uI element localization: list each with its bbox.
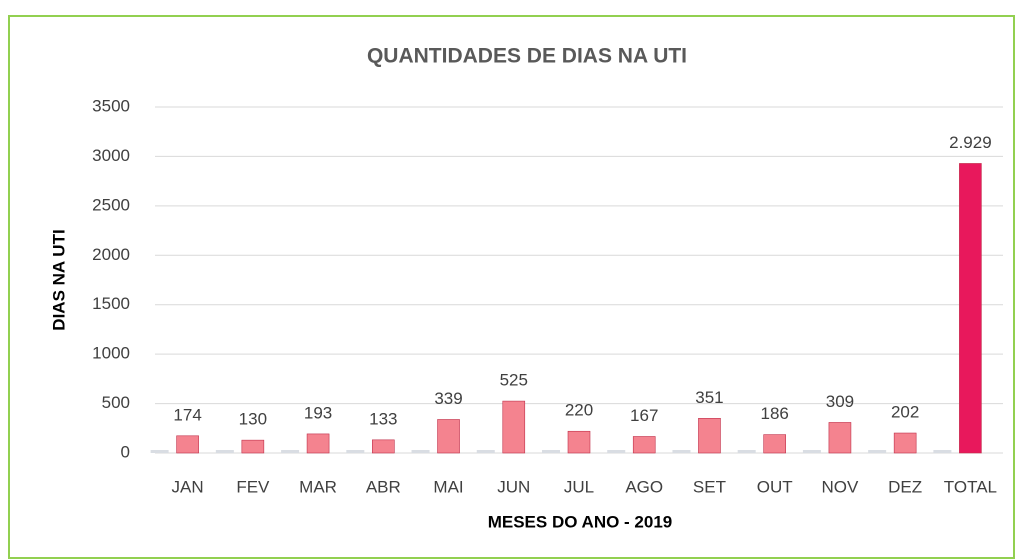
x-tick-label: SET xyxy=(693,477,726,496)
x-tick-label: TOTAL xyxy=(944,477,997,496)
data-label: 351 xyxy=(695,388,723,407)
bar-base xyxy=(672,450,691,453)
bar xyxy=(763,434,786,454)
bar-base xyxy=(476,450,495,453)
bar-base xyxy=(607,450,626,453)
bar xyxy=(306,433,330,454)
x-tick-label: NOV xyxy=(822,477,860,496)
y-tick-label: 1000 xyxy=(92,344,130,363)
data-label: 339 xyxy=(434,389,462,408)
x-tick-label: ABR xyxy=(366,477,401,496)
data-label: 309 xyxy=(826,392,854,411)
data-label: 193 xyxy=(304,403,332,422)
bar xyxy=(502,400,526,454)
bar xyxy=(437,419,460,454)
bar-base xyxy=(737,450,756,453)
bar xyxy=(372,439,395,454)
y-tick-label: 2000 xyxy=(92,245,130,264)
bar-base xyxy=(411,450,430,453)
data-label: 2.929 xyxy=(949,133,992,152)
x-tick-label: AGO xyxy=(625,477,663,496)
x-tick-label: OUT xyxy=(757,477,793,496)
bar xyxy=(241,439,265,454)
data-label: 130 xyxy=(239,410,267,429)
bar xyxy=(176,435,199,454)
bar xyxy=(893,432,917,454)
y-tick-label: 0 xyxy=(121,442,130,461)
chart-border xyxy=(8,15,1015,559)
x-tick-label: JUN xyxy=(497,477,530,496)
bar-base xyxy=(150,450,169,453)
data-label: 525 xyxy=(500,371,528,390)
data-label: 186 xyxy=(761,404,789,423)
y-tick-label: 2500 xyxy=(92,195,130,214)
bar xyxy=(698,418,721,454)
y-axis-label: DIAS NA UTI xyxy=(49,229,68,330)
x-tick-label: JUL xyxy=(564,477,594,496)
x-axis-label: MESES DO ANO - 2019 xyxy=(488,512,673,531)
bar-base xyxy=(868,450,887,453)
bar-base xyxy=(346,450,365,453)
y-tick-label: 500 xyxy=(102,393,130,412)
data-label: 202 xyxy=(891,403,919,422)
data-label: 220 xyxy=(565,401,593,420)
bar-base xyxy=(215,450,234,453)
x-tick-label: DEZ xyxy=(888,477,922,496)
bar-base xyxy=(802,450,821,453)
chart-title: QUANTIDADES DE DIAS NA UTI xyxy=(367,45,687,68)
bar-base xyxy=(542,450,560,453)
bar-base xyxy=(933,450,952,453)
data-label: 133 xyxy=(369,409,397,428)
x-tick-label: MAR xyxy=(299,477,337,496)
x-tick-label: JAN xyxy=(172,477,204,496)
bar-base xyxy=(281,450,300,453)
y-tick-label: 3500 xyxy=(92,96,130,115)
bar xyxy=(959,163,982,454)
bar xyxy=(632,436,656,454)
bar xyxy=(828,422,852,454)
data-label: 174 xyxy=(173,405,201,424)
y-tick-label: 1500 xyxy=(92,294,130,313)
x-tick-label: MAI xyxy=(433,477,463,496)
bar xyxy=(567,430,591,454)
data-label: 167 xyxy=(630,406,658,425)
y-tick-label: 3000 xyxy=(92,146,130,165)
x-tick-label: FEV xyxy=(236,477,270,496)
